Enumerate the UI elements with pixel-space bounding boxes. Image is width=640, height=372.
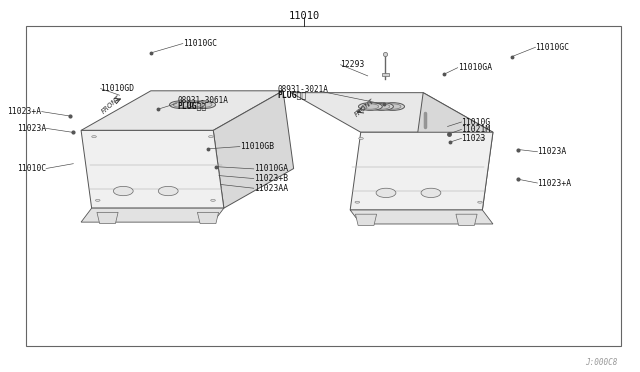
Ellipse shape — [381, 103, 404, 110]
Polygon shape — [350, 132, 493, 210]
Polygon shape — [291, 93, 493, 132]
Polygon shape — [456, 214, 477, 225]
Text: J:000C8: J:000C8 — [586, 358, 618, 367]
Text: FRONT: FRONT — [100, 95, 122, 115]
Ellipse shape — [184, 102, 201, 108]
Text: 11010: 11010 — [289, 11, 320, 21]
Ellipse shape — [170, 101, 193, 109]
Polygon shape — [81, 208, 224, 222]
Polygon shape — [97, 212, 118, 224]
Text: 11010G: 11010G — [461, 118, 491, 126]
Ellipse shape — [480, 138, 484, 140]
Polygon shape — [355, 214, 376, 225]
Ellipse shape — [373, 104, 390, 109]
Polygon shape — [213, 91, 294, 208]
Text: 11010C: 11010C — [17, 164, 46, 173]
Text: 11021M: 11021M — [461, 125, 491, 134]
Polygon shape — [81, 91, 283, 130]
Text: 08931-3061A: 08931-3061A — [178, 96, 228, 105]
Text: 11023+B: 11023+B — [254, 174, 288, 183]
Ellipse shape — [95, 199, 100, 201]
Text: 11023+A: 11023+A — [8, 107, 42, 116]
Ellipse shape — [180, 101, 204, 109]
Ellipse shape — [211, 199, 215, 201]
Ellipse shape — [158, 186, 178, 196]
Text: 11010GA: 11010GA — [254, 164, 288, 173]
Polygon shape — [350, 210, 493, 224]
Text: 11010GD: 11010GD — [100, 84, 134, 93]
Polygon shape — [197, 212, 219, 224]
Text: 11010GB: 11010GB — [240, 142, 274, 151]
Polygon shape — [413, 93, 493, 210]
Ellipse shape — [369, 103, 394, 110]
Ellipse shape — [376, 188, 396, 198]
Bar — [381, 73, 389, 76]
Text: PLUG（）: PLUG（） — [178, 102, 207, 110]
Ellipse shape — [477, 201, 483, 203]
Ellipse shape — [92, 136, 97, 138]
Ellipse shape — [209, 136, 213, 138]
Text: 11010GC: 11010GC — [183, 39, 217, 48]
Bar — [26, 26, 621, 346]
Text: 08931-3021A: 08931-3021A — [278, 85, 329, 94]
Text: 11023+A: 11023+A — [538, 179, 572, 187]
Ellipse shape — [358, 138, 364, 140]
Ellipse shape — [113, 186, 133, 196]
Text: 11023A: 11023A — [17, 124, 46, 133]
Text: FRONT: FRONT — [353, 98, 376, 118]
Ellipse shape — [421, 188, 441, 198]
Ellipse shape — [173, 102, 189, 108]
Ellipse shape — [358, 103, 382, 110]
Text: 11023A: 11023A — [538, 147, 566, 156]
Text: 12293: 12293 — [340, 60, 365, 69]
Ellipse shape — [192, 101, 216, 109]
Ellipse shape — [195, 102, 212, 108]
Ellipse shape — [362, 104, 379, 109]
Text: 11010GC: 11010GC — [536, 43, 570, 52]
Polygon shape — [81, 130, 224, 208]
Text: PLUG（）: PLUG（） — [278, 90, 307, 99]
Ellipse shape — [384, 104, 401, 109]
Text: 11010GA: 11010GA — [458, 63, 492, 72]
Ellipse shape — [355, 201, 360, 203]
Text: 11023AA: 11023AA — [254, 184, 288, 193]
Text: 11023: 11023 — [461, 134, 486, 143]
